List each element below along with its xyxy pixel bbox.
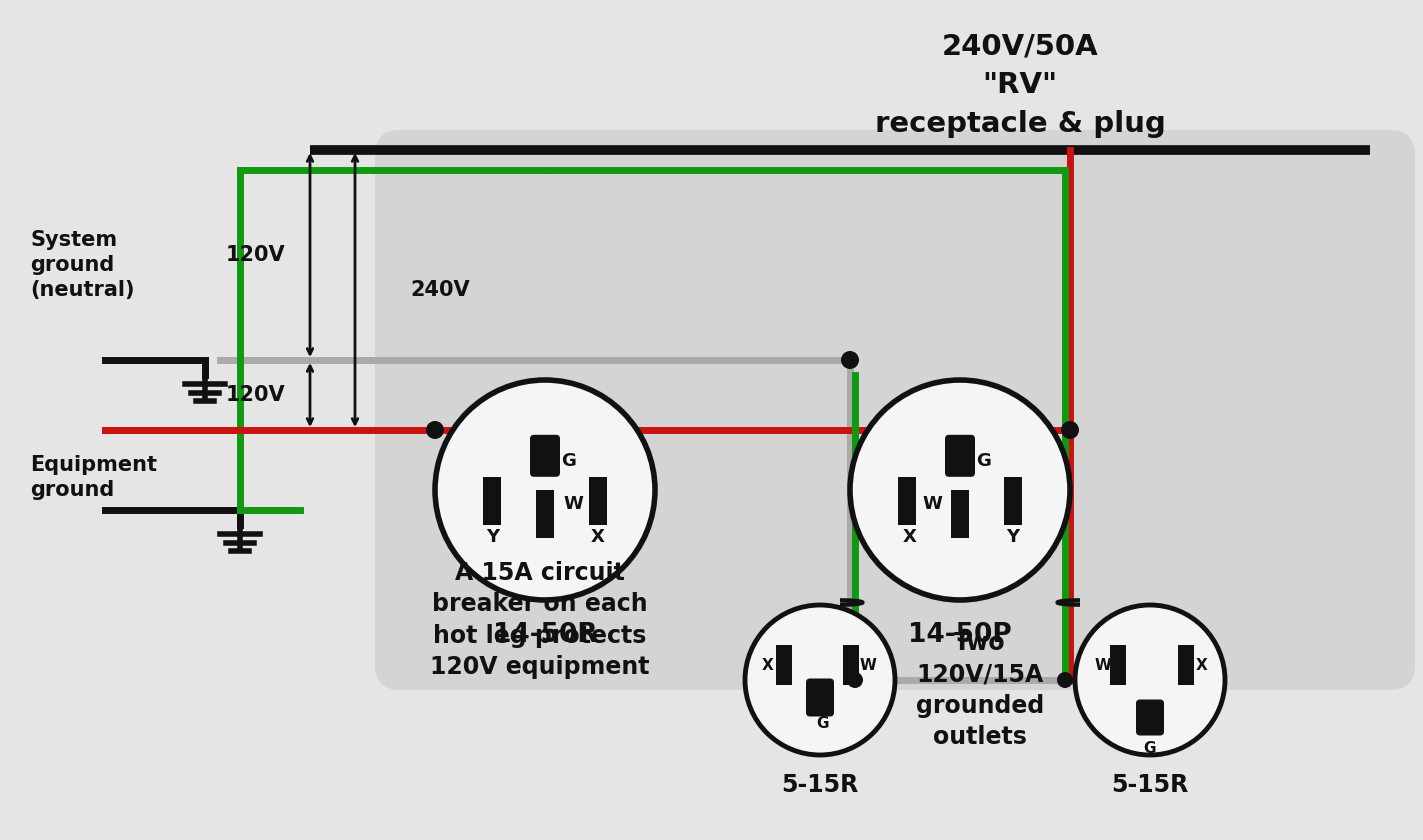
Text: 240V/50A
"RV"
receptacle & plug: 240V/50A "RV" receptacle & plug — [875, 32, 1165, 138]
Bar — [484, 477, 501, 525]
Text: Y: Y — [485, 528, 499, 546]
Text: 14-50R: 14-50R — [492, 622, 598, 648]
Bar — [536, 491, 554, 538]
Text: G: G — [817, 716, 830, 731]
Bar — [1178, 645, 1194, 685]
Text: W: W — [859, 658, 877, 673]
FancyBboxPatch shape — [529, 435, 561, 477]
Bar — [844, 645, 859, 685]
FancyBboxPatch shape — [945, 435, 975, 477]
Text: G: G — [561, 452, 576, 470]
Text: A 15A circuit
breaker on each
hot leg protects
120V equipment: A 15A circuit breaker on each hot leg pr… — [430, 560, 650, 680]
FancyBboxPatch shape — [1136, 700, 1164, 736]
Text: W: W — [564, 496, 583, 513]
Text: Equipment
ground: Equipment ground — [30, 455, 157, 500]
Bar — [589, 477, 606, 525]
FancyBboxPatch shape — [376, 130, 1414, 690]
Text: System
ground
(neutral): System ground (neutral) — [30, 230, 135, 300]
Text: 120V: 120V — [225, 245, 285, 265]
Text: Y: Y — [1006, 528, 1019, 546]
Circle shape — [425, 421, 444, 439]
Text: 5-15R: 5-15R — [781, 773, 858, 797]
Text: 14-50P: 14-50P — [908, 622, 1012, 648]
Text: W: W — [1094, 658, 1111, 673]
Circle shape — [847, 672, 862, 688]
Circle shape — [1057, 672, 1073, 688]
Text: X: X — [591, 528, 605, 546]
Circle shape — [1074, 605, 1225, 755]
Bar — [898, 477, 916, 525]
Bar — [951, 491, 969, 538]
Text: X: X — [1197, 658, 1208, 673]
FancyBboxPatch shape — [805, 679, 834, 717]
Circle shape — [746, 605, 895, 755]
Text: W: W — [922, 496, 942, 513]
Text: 240V: 240V — [410, 280, 470, 300]
Text: G: G — [976, 452, 990, 470]
Bar — [1110, 645, 1127, 685]
Circle shape — [850, 380, 1070, 600]
Bar — [776, 645, 793, 685]
Text: G: G — [1144, 741, 1157, 756]
Text: X: X — [763, 658, 774, 673]
Text: X: X — [902, 528, 916, 546]
Text: Two
120V/15A
grounded
outlets: Two 120V/15A grounded outlets — [916, 631, 1044, 749]
Text: 120V: 120V — [225, 385, 285, 405]
Circle shape — [841, 351, 859, 369]
Text: 5-15R: 5-15R — [1111, 773, 1188, 797]
Circle shape — [1062, 421, 1079, 439]
Circle shape — [435, 380, 655, 600]
Bar — [1003, 477, 1022, 525]
